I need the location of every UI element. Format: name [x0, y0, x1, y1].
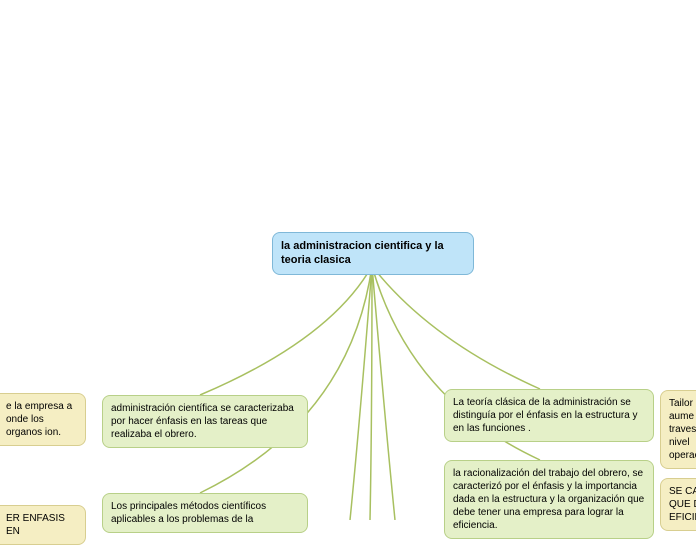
- connector-edge: [350, 266, 372, 520]
- connector-edge: [370, 266, 372, 520]
- node-label: ER ENFASIS EN: [6, 513, 65, 537]
- node-label: e la empresa a onde los organos ion.: [6, 401, 72, 438]
- root-label: la administracion cientifica y la teoria…: [281, 240, 444, 266]
- connector-edge: [200, 266, 372, 493]
- mindmap-node[interactable]: La teoría clásica de la administración s…: [444, 389, 654, 442]
- connector-edge: [372, 266, 540, 389]
- mindmap-node[interactable]: administración científica se caracteriza…: [102, 395, 308, 448]
- connector-edge: [200, 266, 372, 395]
- root-node[interactable]: la administracion cientifica y la teoria…: [272, 232, 474, 275]
- node-label: Tailor aume a traves de nivel operac: [669, 398, 696, 461]
- node-label: administración científica se caracteriza…: [111, 403, 294, 440]
- connector-edge: [372, 266, 395, 520]
- mindmap-node[interactable]: ER ENFASIS EN: [0, 505, 86, 545]
- node-label: la racionalización del trabajo del obrer…: [453, 468, 644, 531]
- node-label: SE CAR QUE D EFICIE: [669, 486, 696, 523]
- node-label: Los principales métodos científicos apli…: [111, 501, 266, 525]
- node-label: La teoría clásica de la administración s…: [453, 397, 638, 434]
- mindmap-node[interactable]: la racionalización del trabajo del obrer…: [444, 460, 654, 539]
- mindmap-node[interactable]: Tailor aume a traves de nivel operac: [660, 390, 696, 469]
- mindmap-node[interactable]: e la empresa a onde los organos ion.: [0, 393, 86, 446]
- mindmap-node[interactable]: Los principales métodos científicos apli…: [102, 493, 308, 533]
- mindmap-node[interactable]: SE CAR QUE D EFICIE: [660, 478, 696, 531]
